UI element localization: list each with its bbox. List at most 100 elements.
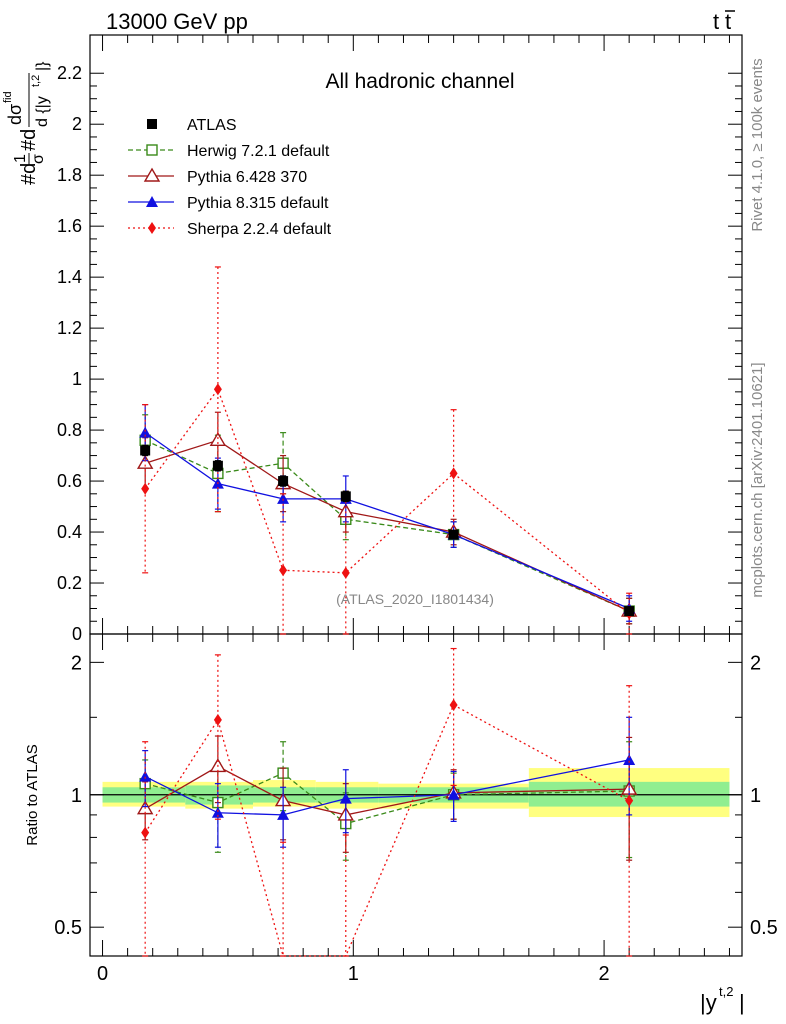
main-ytick-label-3: 0.6 — [57, 471, 82, 491]
ratio-point-sherpa-2-2-4-default-1 — [213, 713, 222, 726]
main-point-sherpa-2-2-4-default-1 — [213, 383, 222, 396]
legend-entry-atlas: ATLAS — [147, 117, 237, 134]
ratio-point-sherpa-2-2-4-default-4 — [449, 698, 458, 711]
ratio-point-sherpa-2-2-4-default-0 — [141, 826, 150, 839]
header-process-t: t — [713, 9, 719, 34]
main-point-sherpa-2-2-4-default-3 — [341, 566, 350, 579]
legend-entry-herwig: Herwig 7.2.1 default — [128, 143, 330, 160]
main-point-atlas-1 — [212, 460, 223, 471]
ylabel-fid: fid — [2, 91, 14, 103]
ratio-ytick-label-left-1: 1 — [71, 785, 82, 807]
ylabel-denominator: d {|y — [34, 96, 51, 127]
analysis-watermark: (ATLAS_2020_I1801434) — [336, 591, 494, 607]
main-ytick-label-4: 0.8 — [57, 420, 82, 440]
legend-symbol-1 — [146, 144, 158, 156]
plot-title: All hadronic channel — [325, 70, 514, 93]
ratio-point-pythia-8-315-default-2 — [277, 808, 290, 820]
ratio-ytick-label-left-0: 0.5 — [54, 917, 82, 939]
main-series-pythia-8-315-default — [139, 403, 636, 622]
legend-entry-sherpa: Sherpa 2.2.4 default — [128, 221, 332, 238]
main-point-sherpa-2-2-4-default-0 — [141, 482, 150, 495]
ratio-line-sherpa-2-2-4-default — [144, 704, 630, 957]
ylabel-sigma: σ — [30, 154, 47, 164]
ratio-line-herwig-7-2-1-default — [145, 772, 630, 825]
main-series-atlas — [140, 444, 635, 617]
legend-label-pythia8: Pythia 8.315 default — [187, 195, 329, 212]
ratio-point-pythia-8-315-default-3 — [339, 792, 352, 804]
ratio-line-pythia-8-315-default — [144, 759, 630, 816]
ratio-axes: 0.5 0.5 1 1 2 2 — [54, 652, 778, 939]
main-point-pythia-6-428-370-0 — [136, 454, 154, 469]
legend-symbol-4 — [148, 222, 156, 234]
ylabel-one: 1 — [12, 154, 29, 163]
ratio-line-pythia-6-428-370 — [144, 765, 630, 816]
main-series — [136, 266, 638, 635]
main-point-pythia-8-315-default-0 — [139, 426, 152, 438]
ratio-point-sherpa-2-2-4-default-5 — [625, 794, 634, 807]
legend-marker-herwig — [128, 144, 174, 156]
header-process-label: t t — [713, 9, 735, 34]
main-point-atlas-0 — [140, 445, 151, 456]
x-axis: 0 1 2 — [97, 35, 730, 985]
ratio-series-sherpa-2-2-4-default — [141, 647, 634, 957]
ratio-ytick-label-right-0: 0.5 — [750, 917, 778, 939]
mcplots-label: mcplots.cern.ch [arXiv:2401.10621] — [749, 362, 766, 597]
ylabel-denominator-close: |} — [34, 61, 51, 71]
ylabel-d1: #d — [18, 163, 40, 185]
main-point-atlas-5 — [624, 606, 635, 617]
legend-marker-pythia8 — [128, 196, 174, 207]
main-ytick-label-0: 0 — [72, 624, 82, 644]
legend-label-pythia6: Pythia 6.428 370 — [187, 169, 307, 186]
ratio-point-pythia-8-315-default-1 — [211, 806, 224, 818]
legend-entry-pythia8: Pythia 8.315 default — [128, 195, 329, 212]
main-ytick-label-1: 0.2 — [57, 573, 82, 593]
legend-symbol-3 — [146, 196, 158, 207]
ratio-y-axis-label: Ratio to ATLAS — [24, 744, 41, 845]
main-point-sherpa-2-2-4-default-2 — [279, 564, 288, 577]
ratio-series — [136, 647, 638, 957]
legend: ATLAS Herwig 7.2.1 default Pythia 6.428 … — [128, 117, 332, 238]
legend-symbol-2 — [143, 167, 161, 182]
xtick-label-2: 2 — [599, 963, 610, 985]
xlabel-base: |y — [700, 990, 717, 1015]
ratio-ytick-label-right-2: 2 — [750, 652, 761, 674]
legend-marker-pythia6 — [128, 167, 174, 182]
main-line-sherpa-2-2-4-default — [144, 387, 630, 615]
main-point-atlas-3 — [340, 491, 351, 502]
ratio-point-pythia-8-315-default-4 — [447, 788, 460, 800]
main-ytick-label-11: 2.2 — [57, 63, 82, 83]
legend-label-atlas: ATLAS — [187, 117, 237, 134]
main-ytick-label-10: 2 — [72, 114, 82, 134]
xtick-label-1: 1 — [348, 963, 359, 985]
main-line-pythia-6-428-370 — [144, 439, 630, 612]
legend-label-herwig: Herwig 7.2.1 default — [187, 143, 330, 160]
xtick-label-0: 0 — [97, 963, 108, 985]
main-line-pythia-8-315-default — [144, 432, 630, 610]
main-y-axis-label: #d 1 σ #d dσ fid d {|y t,2 |} — [2, 61, 51, 185]
main-ytick-label-7: 1.4 — [57, 267, 82, 287]
main-axes: 0 0.2 0.4 0.6 0.8 1 1.2 1.4 1.6 1.8 2 2.2 — [57, 63, 742, 644]
ylabel-dsigma: dσ — [5, 104, 25, 125]
rivet-version-label: Rivet 4.1.0, ≥ 100k events — [749, 58, 766, 231]
main-ytick-label-8: 1.6 — [57, 216, 82, 236]
ylabel-d2: #d — [18, 129, 40, 151]
ratio-ytick-label-right-1: 1 — [750, 785, 761, 807]
ratio-uncertainty-bands — [90, 768, 742, 818]
legend-symbol-0 — [147, 119, 157, 129]
ratio-point-pythia-8-315-default-5 — [623, 753, 636, 765]
main-point-atlas-2 — [278, 476, 289, 487]
ylabel-denominator-sup: t,2 — [30, 75, 42, 87]
main-ytick-label-5: 1 — [72, 369, 82, 389]
main-ytick-label-9: 1.8 — [57, 165, 82, 185]
main-point-pythia-8-315-default-2 — [277, 492, 290, 504]
ratio-ytick-label-left-2: 2 — [71, 652, 82, 674]
main-point-sherpa-2-2-4-default-4 — [449, 467, 458, 480]
ratio-point-pythia-8-315-default-0 — [139, 770, 152, 782]
main-point-atlas-4 — [448, 529, 459, 540]
header-collision-label: 13000 GeV pp — [106, 9, 248, 34]
xlabel-close: | — [739, 990, 745, 1015]
main-ytick-label-2: 0.4 — [57, 522, 82, 542]
legend-entry-pythia6: Pythia 6.428 370 — [128, 167, 307, 186]
xlabel-sup: t,2 — [719, 984, 733, 999]
